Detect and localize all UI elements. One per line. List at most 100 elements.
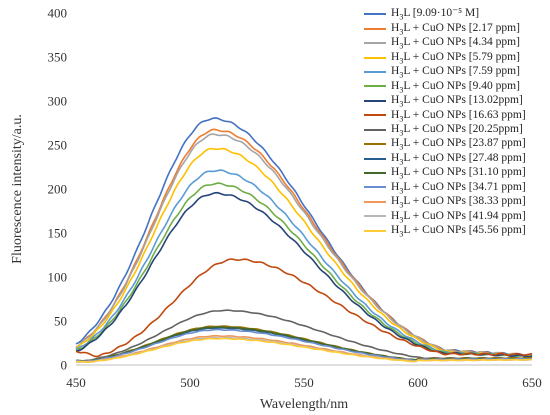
legend-swatch: [364, 70, 386, 73]
series-line: [75, 337, 533, 364]
legend-label: H3L + CuO NPs [41.94 ppm]: [391, 209, 526, 224]
legend-label-subscript: 3: [399, 84, 404, 94]
legend-swatch: [364, 99, 386, 102]
legend-label: H3L + CuO NPs [20.25ppm]: [391, 122, 523, 138]
legend-label-subscript: 3: [399, 171, 404, 181]
legend-label-suffix: L + CuO NPs [34.71 ppm]: [403, 180, 526, 193]
y-tick-label: 150: [48, 226, 68, 241]
y-tick-label: 0: [61, 358, 68, 373]
legend-label: H3L + CuO NPs [5.79 ppm]: [391, 50, 520, 66]
legend-entry: H3L + CuO NPs [2.17 ppm]: [364, 21, 544, 37]
legend-entry: H3L + CuO NPs [4.34 ppm]: [364, 36, 544, 50]
legend-label-suffix: L + CuO NPs [45.56 ppm]: [403, 224, 526, 237]
series-line: [75, 258, 533, 358]
legend-label-prefix: H: [391, 180, 400, 193]
legend-entry: H3L + CuO NPs [13.02ppm]: [364, 94, 544, 108]
legend-entry: H3L + CuO NPs [27.48 ppm]: [364, 151, 544, 166]
legend-label-subscript: 3: [399, 214, 404, 224]
legend-label: H3L + CuO NPs [7.59 ppm]: [391, 65, 520, 80]
x-axis-label: Wavelength/nm: [260, 397, 348, 412]
x-tick-label: 500: [180, 375, 200, 390]
legend-label-subscript: 3: [399, 27, 404, 37]
legend-swatch: [364, 157, 386, 160]
legend-label-subscript: 3: [399, 186, 404, 196]
legend-label-suffix: L + CuO NPs [13.02ppm]: [403, 94, 523, 107]
legend-entry: H3L + CuO NPs [9.40 ppm]: [364, 79, 544, 93]
series-line: [75, 328, 533, 363]
series-lines: [75, 117, 533, 364]
legend-label-suffix: L + CuO NPs [41.94 ppm]: [403, 209, 526, 222]
legend-label-subscript: 3: [399, 99, 404, 109]
legend-entry: H3L + CuO NPs [34.71 ppm]: [364, 180, 544, 196]
x-tick-label: 600: [408, 375, 428, 390]
legend-entry: H3L + CuO NPs [7.59 ppm]: [364, 65, 544, 79]
legend-entry: H3L + CuO NPs [5.79 ppm]: [364, 50, 544, 66]
legend-label-subscript: 3: [399, 12, 404, 22]
legend-label-prefix: H: [391, 94, 400, 107]
legend-label-suffix: L + CuO NPs [4.34 ppm]: [403, 36, 520, 49]
legend-label-subscript: 3: [399, 128, 404, 138]
legend-label-prefix: H: [391, 209, 400, 222]
legend-entry: H3L + CuO NPs [41.94 ppm]: [364, 209, 544, 223]
x-tick-label: 550: [294, 375, 314, 390]
legend-label: H3L + CuO NPs [27.48 ppm]: [391, 152, 526, 166]
legend-label-prefix: H: [391, 108, 400, 121]
legend-label-suffix: L + CuO NPs [9.40 ppm]: [403, 79, 520, 92]
legend-label-subscript: 3: [399, 113, 404, 123]
legend-label-prefix: H: [391, 224, 400, 237]
x-tick-label: 650: [522, 375, 542, 390]
series-line: [75, 191, 533, 358]
series-line: [75, 117, 533, 357]
legend-label-prefix: H: [391, 7, 400, 20]
legend-label-prefix: H: [391, 79, 400, 92]
y-tick-label: 200: [48, 182, 68, 197]
legend-entry: H3L + CuO NPs [23.87 ppm]: [364, 137, 544, 151]
legend-label-suffix: L + CuO NPs [16.63 ppm]: [403, 108, 526, 121]
legend-label-suffix: L + CuO NPs [7.59 ppm]: [403, 65, 520, 78]
legend-label-subscript: 3: [399, 56, 404, 66]
legend-entry: H3L [9.09·10⁻⁵ M]: [364, 7, 544, 21]
legend-label-prefix: H: [391, 122, 400, 135]
legend-label: H3L + CuO NPs [34.71 ppm]: [391, 180, 526, 196]
legend-swatch: [364, 215, 386, 218]
legend-swatch: [364, 229, 386, 232]
legend-swatch: [364, 42, 386, 45]
legend-swatch: [364, 143, 386, 146]
legend-label: H3L + CuO NPs [16.63 ppm]: [391, 108, 526, 123]
legend-label: H3L [9.09·10⁻⁵ M]: [391, 7, 479, 22]
legend-label-subscript: 3: [399, 41, 404, 51]
legend-label: H3L + CuO NPs [9.40 ppm]: [391, 79, 520, 94]
legend-label-subscript: 3: [399, 142, 404, 152]
legend-entry: H3L + CuO NPs [45.56 ppm]: [364, 224, 544, 238]
legend-label-subscript: 3: [399, 70, 404, 80]
legend-entry: H3L + CuO NPs [16.63 ppm]: [364, 108, 544, 122]
legend-swatch: [364, 128, 386, 131]
legend-label-subscript: 3: [399, 229, 404, 239]
y-axis-label: Fluorescence intensity/a.u.: [10, 114, 25, 264]
x-tick-label: 450: [66, 375, 86, 390]
legend-label-suffix: L + CuO NPs [5.79 ppm]: [403, 50, 520, 63]
legend-label: H3L + CuO NPs [45.56 ppm]: [391, 224, 526, 239]
y-tick-label: 350: [48, 50, 68, 65]
y-tick-label: 400: [48, 6, 68, 21]
legend-swatch: [364, 13, 386, 16]
legend-swatch: [364, 186, 386, 189]
legend-label-suffix: L + CuO NPs [23.87 ppm]: [403, 137, 526, 150]
legend-swatch: [364, 85, 386, 88]
legend-entry: H3L + CuO NPs [38.33 ppm]: [364, 195, 544, 209]
legend-label-suffix: L + CuO NPs [20.25ppm]: [403, 122, 523, 135]
legend-label: H3L + CuO NPs [4.34 ppm]: [391, 36, 520, 51]
legend-swatch: [364, 172, 386, 175]
chart-legend: H3L [9.09·10⁻⁵ M] H3L + CuO NPs [2.17 ppm…: [364, 7, 544, 238]
legend-label-prefix: H: [391, 195, 400, 208]
legend-swatch: [364, 27, 386, 30]
y-tick-label: 50: [54, 314, 67, 329]
legend-label: H3L + CuO NPs [31.10 ppm]: [391, 167, 526, 181]
legend-label-subscript: 3: [399, 200, 404, 210]
legend-label: H3L + CuO NPs [23.87 ppm]: [391, 137, 526, 152]
legend-label-prefix: H: [391, 65, 400, 78]
legend-label-prefix: H: [391, 21, 400, 34]
legend-label-suffix: L + CuO NPs [38.33 ppm]: [403, 195, 526, 208]
legend-label: H3L + CuO NPs [38.33 ppm]: [391, 195, 526, 210]
